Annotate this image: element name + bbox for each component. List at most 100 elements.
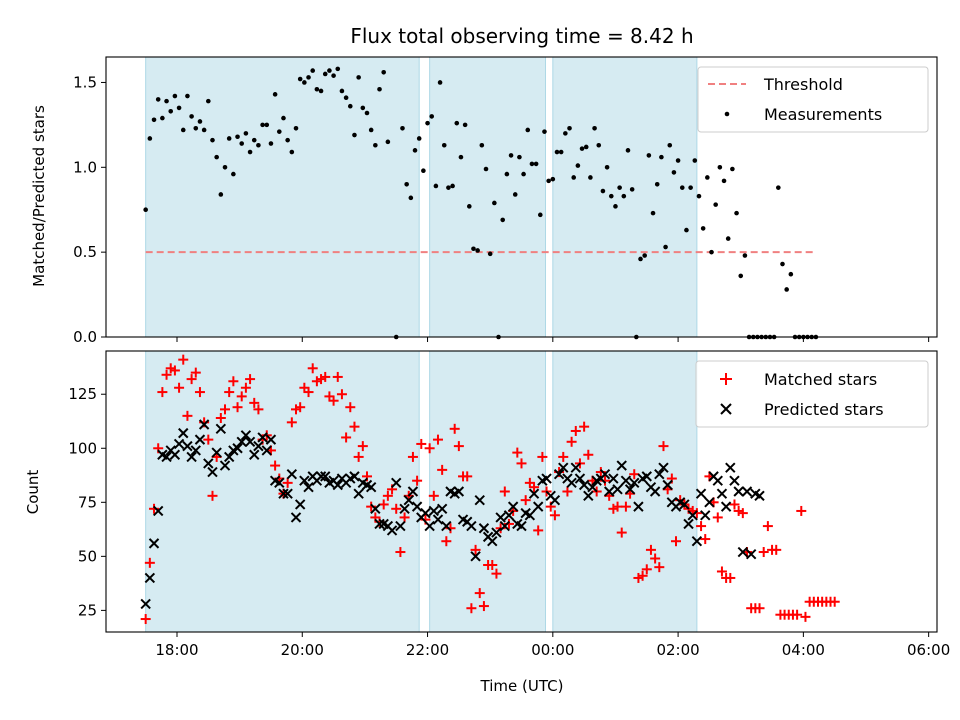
bottom-shaded-interval xyxy=(552,350,698,633)
predicted-star-point xyxy=(491,527,502,538)
matched-star-point xyxy=(228,376,239,387)
matched-star-point xyxy=(549,510,560,521)
predicted-star-point xyxy=(553,469,565,480)
predicted-star-point xyxy=(716,488,728,499)
predicted-star-point xyxy=(624,484,636,495)
matched-star-point xyxy=(428,490,439,501)
x-tick-label: 04:00 xyxy=(782,641,825,659)
predicted-star-point xyxy=(541,473,552,484)
predicted-star-point xyxy=(257,432,268,443)
measurement-point xyxy=(546,178,551,184)
predicted-star-point xyxy=(194,434,206,445)
measurement-point xyxy=(268,141,274,146)
matched-star-point xyxy=(462,471,473,482)
measurement-point xyxy=(813,334,819,340)
predicted-star-point xyxy=(207,466,218,478)
predicted-star-point xyxy=(566,477,577,489)
measurement-point xyxy=(558,149,564,155)
matched-star-point xyxy=(349,421,360,432)
matched-star-point xyxy=(353,451,364,462)
measurement-point xyxy=(776,185,781,190)
matched-star-point xyxy=(336,389,347,400)
predicted-star-point xyxy=(219,460,231,471)
predicted-star-point xyxy=(633,501,644,512)
measurement-point xyxy=(243,131,249,136)
predicted-star-point xyxy=(320,471,331,482)
measurement-point xyxy=(763,334,769,340)
matched-star-point xyxy=(424,443,435,454)
predicted-star-point xyxy=(495,512,506,523)
matched-star-point xyxy=(203,434,214,445)
measurement-point xyxy=(479,142,485,148)
matched-star-point xyxy=(140,614,151,625)
measurement-point xyxy=(608,193,614,199)
measurement-point xyxy=(667,142,673,148)
predicted-star-point xyxy=(286,469,298,480)
predicted-star-point xyxy=(507,501,519,512)
matched-star-point xyxy=(478,601,489,612)
measurement-point xyxy=(201,127,207,133)
measurement-point xyxy=(168,109,174,114)
matched-star-point xyxy=(391,503,402,514)
measurement-point xyxy=(421,168,426,173)
measurement-point xyxy=(730,166,735,172)
measurement-point xyxy=(364,110,370,116)
measurement-point xyxy=(713,202,718,207)
measurement-point xyxy=(322,71,328,77)
measurement-point xyxy=(412,148,418,153)
predicted-star-point xyxy=(278,488,289,499)
measurement-point xyxy=(276,129,282,134)
measurement-point xyxy=(373,142,378,148)
matched-star-point xyxy=(696,521,707,532)
matched-star-point xyxy=(579,421,590,432)
matched-star-point xyxy=(771,544,782,555)
measurement-point xyxy=(314,86,320,92)
matched-star-point xyxy=(345,402,356,413)
measurement-point xyxy=(705,175,710,180)
matched-star-point xyxy=(796,505,807,516)
legend-matched-label: Matched stars xyxy=(764,370,877,389)
bottom-legend-box xyxy=(695,360,929,428)
matched-star-point xyxy=(270,460,281,471)
predicted-star-point xyxy=(349,471,360,482)
legend-measurements-swatch xyxy=(724,111,730,117)
predicted-star-point xyxy=(687,510,698,521)
measurement-point xyxy=(285,137,290,143)
matched-star-point xyxy=(161,369,172,380)
matched-star-point xyxy=(583,449,594,460)
matched-star-point xyxy=(466,603,477,614)
predicted-star-point xyxy=(178,427,189,439)
measurement-point xyxy=(197,119,203,124)
measurement-point xyxy=(331,73,336,78)
matched-star-point xyxy=(562,486,573,497)
matched-star-point xyxy=(307,363,318,374)
matched-star-point xyxy=(491,568,502,579)
measurement-point xyxy=(172,93,178,99)
top-y-tick-label: 1.5 xyxy=(73,73,97,91)
matched-star-point xyxy=(533,525,544,536)
measurement-point xyxy=(675,158,681,163)
matched-star-point xyxy=(650,553,661,564)
measurement-point xyxy=(393,334,399,340)
matched-star-point xyxy=(529,482,540,493)
measurement-point xyxy=(788,271,794,277)
measurement-point xyxy=(734,210,739,216)
predicted-star-point xyxy=(695,488,707,499)
matched-star-point xyxy=(341,432,352,443)
x-tick-label: 22:00 xyxy=(406,641,449,659)
measurement-point xyxy=(563,131,568,136)
matched-star-point xyxy=(758,547,769,558)
measurement-point xyxy=(160,115,165,121)
measurement-point xyxy=(335,66,341,72)
matched-star-point xyxy=(169,365,180,376)
predicted-star-point xyxy=(712,475,723,486)
predicted-star-point xyxy=(737,546,749,558)
predicted-star-point xyxy=(470,551,481,562)
measurement-point xyxy=(264,122,270,128)
measurement-point xyxy=(725,236,731,241)
matched-star-point xyxy=(253,404,264,415)
matched-star-point xyxy=(412,475,423,486)
predicted-star-point xyxy=(148,538,160,549)
measurement-point xyxy=(143,207,148,213)
predicted-star-point xyxy=(274,477,285,489)
